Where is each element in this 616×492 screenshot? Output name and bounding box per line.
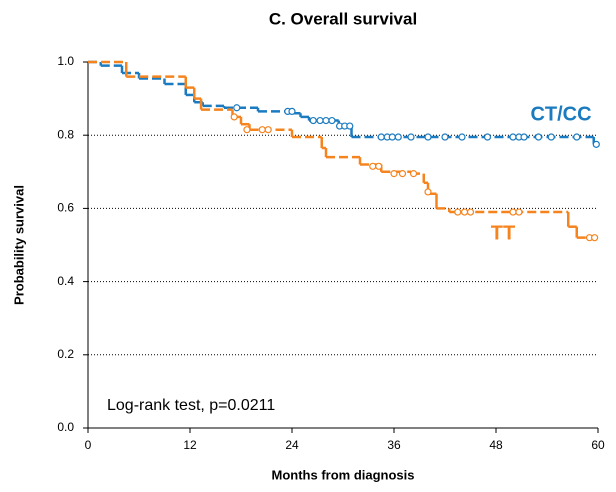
censor-mark [441, 133, 449, 141]
censor-mark [407, 133, 415, 141]
y-tick-label: 1.0 [57, 54, 74, 68]
censor-mark [388, 133, 396, 141]
censor-mark [398, 170, 407, 178]
y-tick-label: 0.0 [57, 420, 74, 434]
censor-mark [230, 113, 238, 121]
x-tick-label: 0 [85, 438, 92, 452]
annotation: Log-rank test, p=0.0211 [107, 397, 275, 414]
censor-mark [534, 133, 543, 141]
x-tick-label: 48 [489, 438, 503, 452]
censor-mark [394, 133, 402, 141]
censor-mark [409, 170, 418, 178]
censor-mark [460, 208, 469, 216]
x-tick-label: 24 [285, 438, 299, 452]
y-tick-label: 0.6 [57, 201, 74, 215]
censor-mark [458, 133, 466, 141]
censor-mark [309, 116, 317, 125]
x-axis-label: Months from diagnosis [272, 467, 415, 482]
censor-mark [258, 126, 266, 134]
censor-mark [346, 122, 354, 130]
series-label: TT [491, 222, 515, 244]
x-tick-label: 12 [183, 438, 197, 452]
censor-mark [483, 133, 492, 141]
censor-mark [454, 208, 462, 216]
censor-mark [466, 208, 475, 216]
censor-mark [424, 133, 432, 141]
x-tick-label: 60 [591, 438, 605, 452]
y-tick-label: 0.8 [57, 127, 74, 141]
x-tick-label: 36 [387, 438, 401, 452]
censor-mark [390, 170, 398, 178]
censor-mark [547, 133, 555, 141]
censor-mark [322, 116, 330, 125]
censor-mark [369, 162, 377, 170]
censor-mark [509, 208, 517, 216]
censor-mark [520, 133, 528, 141]
censor-mark [573, 133, 581, 141]
censor-mark [243, 126, 251, 134]
censor-mark [509, 133, 517, 141]
censor-mark [375, 162, 383, 170]
censor-mark [590, 234, 599, 242]
censor-mark [233, 104, 241, 112]
censor-mark [377, 133, 385, 141]
censor-mark [264, 126, 272, 134]
y-tick-label: 0.4 [57, 274, 74, 288]
censor-mark [288, 107, 296, 116]
censor-mark [515, 208, 523, 216]
series-label: CT/CC [530, 103, 591, 125]
censor-mark [424, 188, 432, 196]
y-axis-label: Probability survival [11, 185, 26, 305]
censor-mark [592, 140, 600, 148]
censor-mark [328, 116, 336, 125]
y-tick-label: 0.2 [57, 347, 74, 361]
censor-mark [316, 116, 324, 125]
chart-title: C. Overall survival [269, 9, 417, 28]
